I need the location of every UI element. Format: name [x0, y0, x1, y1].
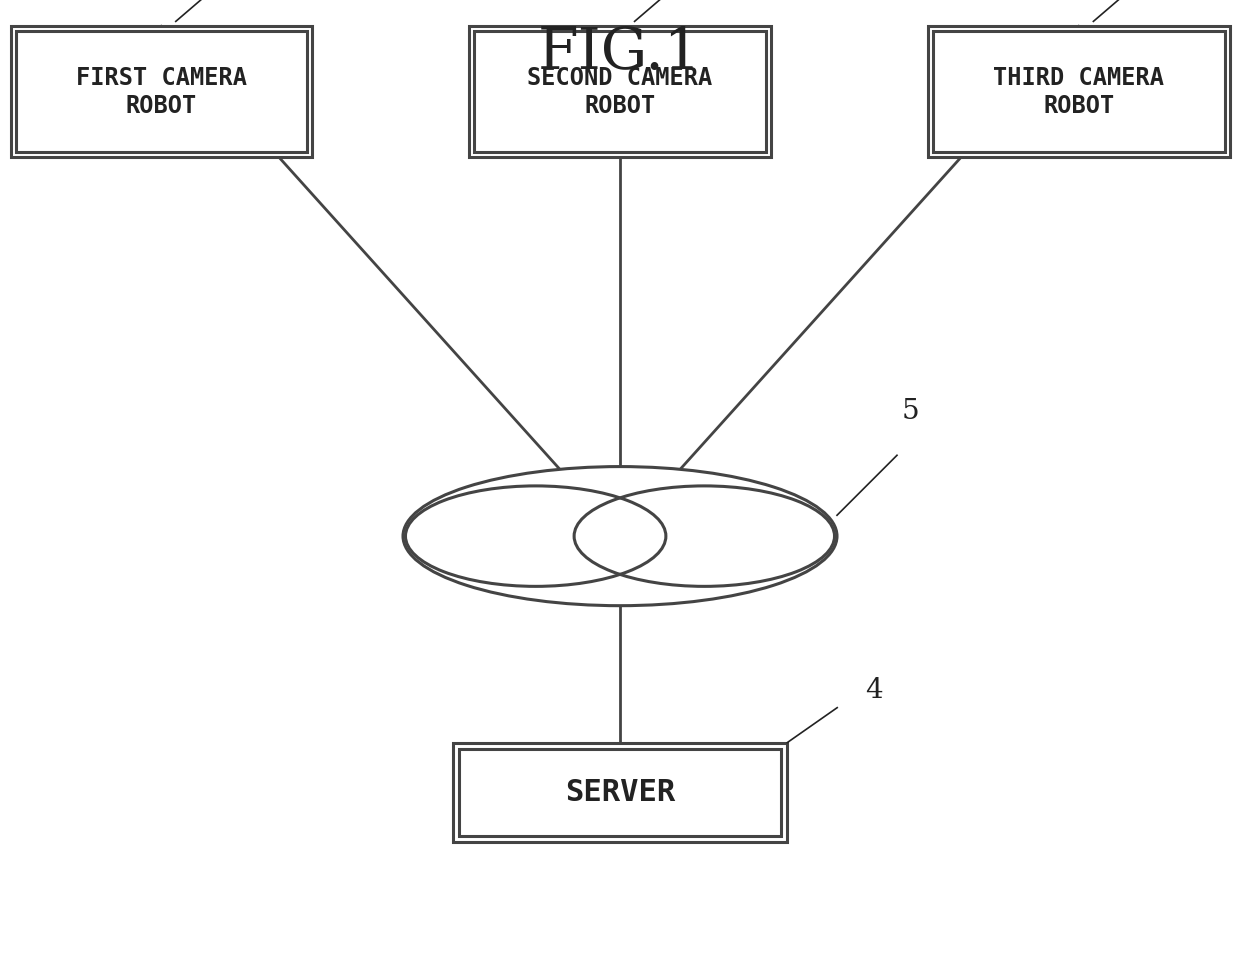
Text: SECOND CAMERA
ROBOT: SECOND CAMERA ROBOT	[527, 66, 713, 118]
Bar	[16, 31, 306, 152]
Bar	[469, 26, 771, 157]
Bar	[474, 31, 766, 152]
Bar	[10, 26, 312, 157]
Bar	[459, 749, 781, 836]
Text: FIG.1: FIG.1	[538, 25, 702, 81]
Bar	[932, 31, 1225, 152]
Text: FIRST CAMERA
ROBOT: FIRST CAMERA ROBOT	[76, 66, 247, 118]
Bar	[928, 26, 1230, 157]
Text: 4: 4	[866, 677, 883, 704]
Text: 5: 5	[901, 398, 920, 425]
Text: SERVER: SERVER	[565, 778, 675, 807]
Bar	[453, 743, 787, 841]
Ellipse shape	[403, 467, 837, 606]
Text: THIRD CAMERA
ROBOT: THIRD CAMERA ROBOT	[993, 66, 1164, 118]
